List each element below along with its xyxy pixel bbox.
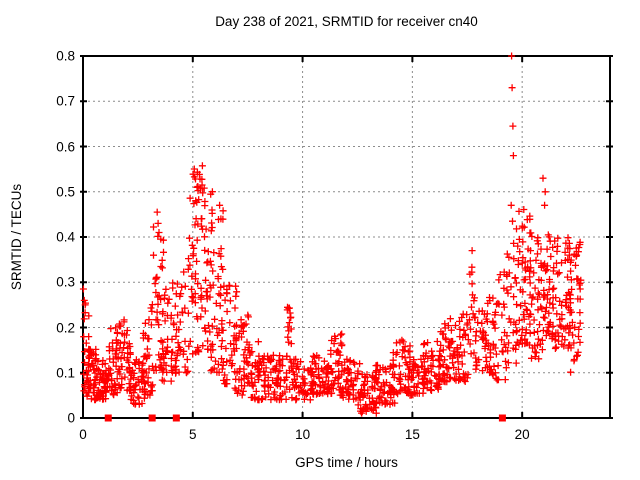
y-tick-label: 0.1 (56, 365, 75, 381)
y-tick-label: 0.3 (56, 274, 75, 290)
y-tick-label: 0.4 (56, 229, 75, 245)
y-tick-label: 0.2 (56, 320, 75, 335)
y-tick-label: 0.7 (56, 93, 75, 109)
x-tick-label: 20 (514, 427, 530, 442)
scatter-points (79, 52, 585, 417)
baseline-squares (104, 414, 506, 422)
x-axis-label: GPS time / hours (295, 455, 398, 470)
y-tick-label: 0.5 (56, 184, 75, 200)
x-tick-label: 15 (404, 427, 420, 442)
y-tick-label: 0.8 (56, 48, 75, 64)
x-tick-label: 0 (79, 427, 87, 442)
grid-lines (83, 56, 610, 418)
x-tick-label: 5 (189, 427, 197, 442)
x-tick-label: 10 (295, 427, 311, 442)
y-tick-label: 0.6 (56, 139, 75, 154)
chart-title: Day 238 of 2021, SRMTID for receiver cn4… (215, 14, 478, 29)
y-tick-label: 0 (67, 410, 75, 426)
